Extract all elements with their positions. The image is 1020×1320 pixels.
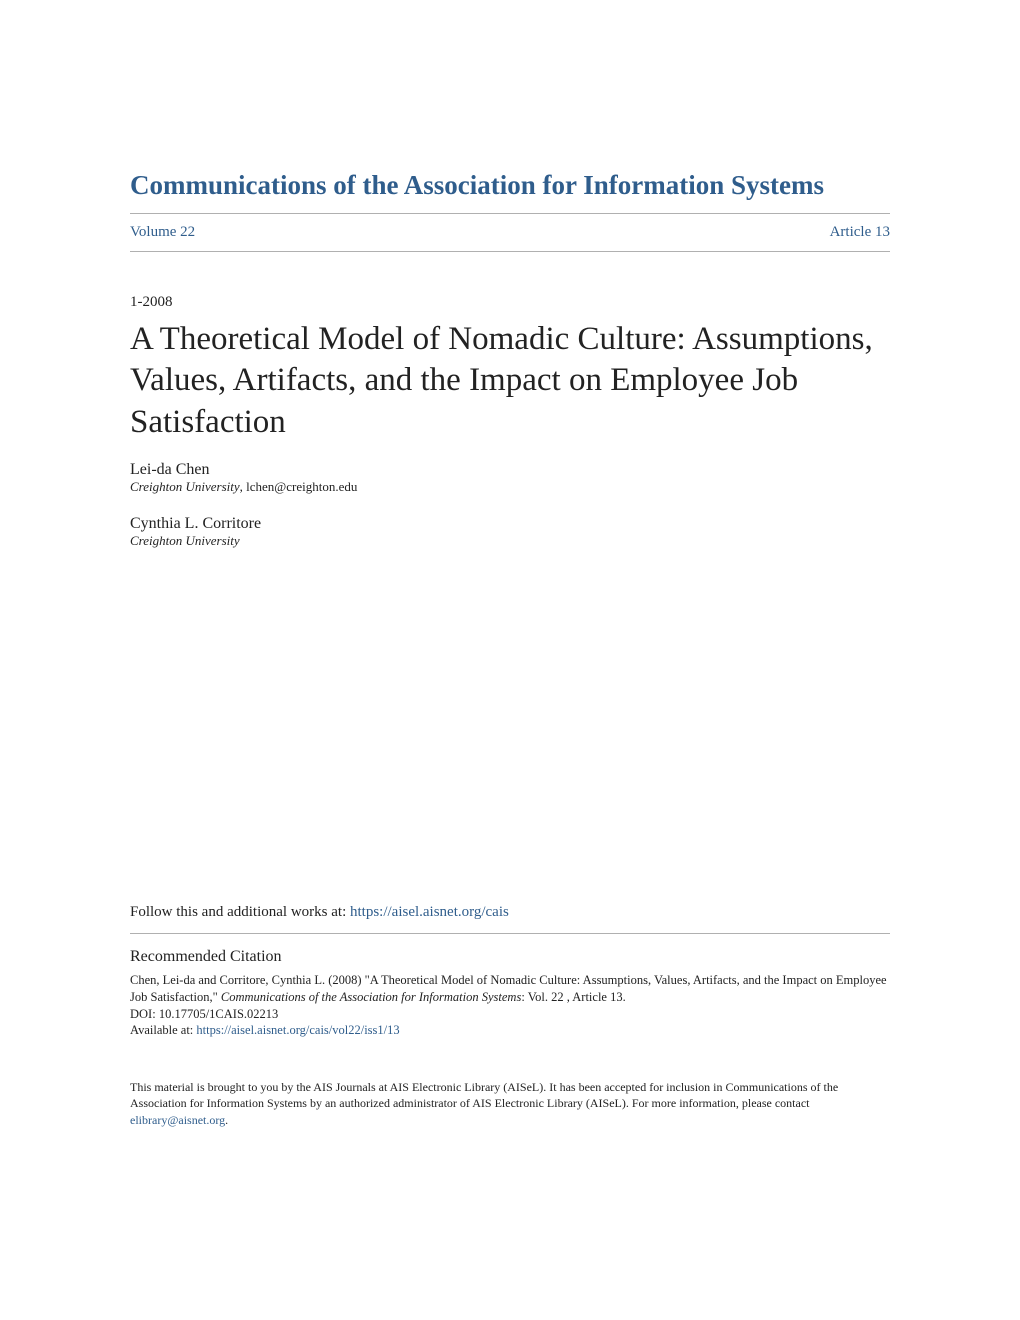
available-link[interactable]: https://aisel.aisnet.org/cais/vol22/iss1… [196,1023,399,1037]
author-name: Cynthia L. Corritore [130,515,890,533]
article-number-link[interactable]: Article 13 [830,224,890,241]
author-email: , lchen@creighton.edu [240,479,358,494]
author-block-1: Lei-da Chen Creighton University, lchen@… [130,461,890,495]
citation-available: Available at: https://aisel.aisnet.org/c… [130,1022,890,1039]
page-container: Communications of the Association for In… [0,0,1020,1188]
affiliation-university: Creighton University [130,479,240,494]
citation-body: Chen, Lei-da and Corritore, Cynthia L. (… [130,972,890,1006]
publication-date: 1-2008 [130,294,890,311]
author-affiliation: Creighton University [130,533,890,549]
citation-doi: DOI: 10.17705/1CAIS.02213 [130,1006,890,1023]
volume-article-row: Volume 22 Article 13 [130,214,890,252]
recommended-citation-section: Recommended Citation Chen, Lei-da and Co… [130,934,890,1040]
article-title: A Theoretical Model of Nomadic Culture: … [130,319,890,443]
footer-text: This material is brought to you by the A… [130,1080,838,1110]
citation-text-2: : Vol. 22 , Article 13. [521,990,625,1004]
affiliation-university: Creighton University [130,533,240,548]
citation-heading: Recommended Citation [130,948,890,966]
journal-title[interactable]: Communications of the Association for In… [130,170,890,214]
follow-prefix: Follow this and additional works at: [130,904,350,920]
author-affiliation: Creighton University, lchen@creighton.ed… [130,479,890,495]
footer-period: . [225,1113,228,1127]
volume-link[interactable]: Volume 22 [130,224,195,241]
author-block-2: Cynthia L. Corritore Creighton Universit… [130,515,890,549]
available-prefix: Available at: [130,1023,196,1037]
citation-journal-name: Communications of the Association for In… [221,990,521,1004]
footer-note: This material is brought to you by the A… [130,1079,890,1128]
footer-email-link[interactable]: elibrary@aisnet.org [130,1113,225,1127]
follow-works-section: Follow this and additional works at: htt… [130,904,890,934]
follow-link[interactable]: https://aisel.aisnet.org/cais [350,904,509,920]
author-name: Lei-da Chen [130,461,890,479]
